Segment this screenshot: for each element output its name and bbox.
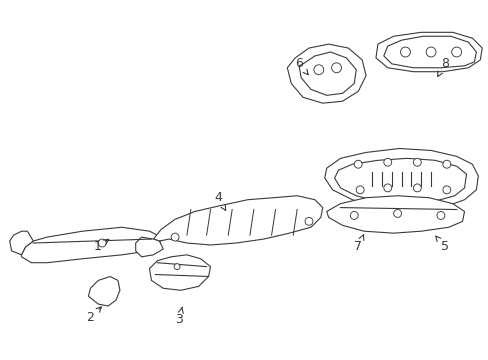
Text: 7: 7 [353, 235, 363, 253]
Circle shape [349, 212, 358, 219]
Circle shape [356, 186, 364, 194]
Circle shape [383, 184, 391, 192]
Circle shape [442, 160, 450, 168]
Circle shape [174, 264, 180, 270]
Circle shape [425, 47, 435, 57]
Circle shape [171, 233, 179, 241]
Circle shape [412, 184, 420, 192]
Text: 3: 3 [175, 307, 183, 326]
Polygon shape [21, 227, 161, 263]
Circle shape [98, 239, 106, 247]
Text: 8: 8 [437, 57, 448, 77]
Circle shape [442, 186, 450, 194]
Circle shape [412, 158, 420, 166]
Text: 6: 6 [295, 57, 307, 75]
Circle shape [400, 47, 409, 57]
Circle shape [331, 63, 341, 73]
Text: 5: 5 [435, 236, 448, 253]
Circle shape [451, 47, 461, 57]
Circle shape [353, 160, 362, 168]
Polygon shape [324, 148, 477, 210]
Circle shape [305, 217, 312, 225]
Polygon shape [10, 231, 33, 255]
Circle shape [436, 212, 444, 219]
Circle shape [383, 158, 391, 166]
Circle shape [313, 65, 323, 75]
Polygon shape [375, 32, 481, 72]
Text: 1: 1 [93, 239, 108, 253]
Polygon shape [287, 44, 366, 103]
Polygon shape [136, 237, 163, 257]
Text: 4: 4 [214, 191, 225, 211]
Polygon shape [149, 255, 210, 290]
Polygon shape [326, 196, 464, 233]
Polygon shape [153, 196, 322, 245]
Circle shape [393, 210, 401, 217]
Text: 2: 2 [86, 307, 101, 324]
Polygon shape [88, 276, 120, 306]
